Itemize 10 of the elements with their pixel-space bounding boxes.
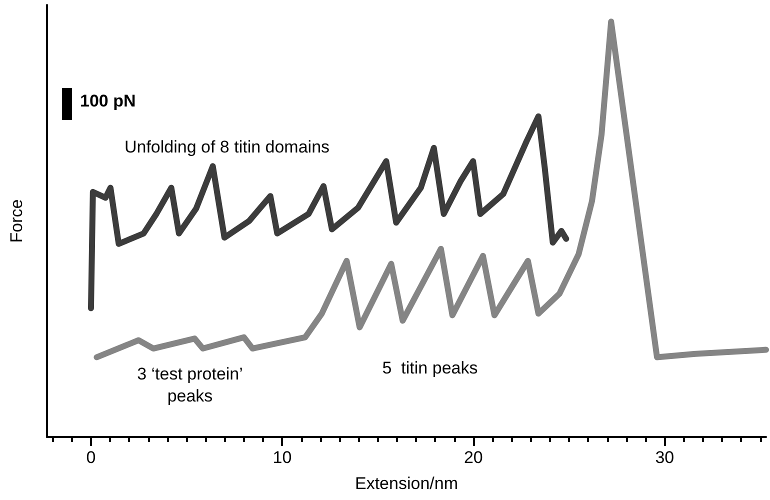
annotation: 100 pN — [80, 92, 136, 110]
x-tick-label: 20 — [464, 448, 483, 467]
annotation: 5 titin peaks — [382, 358, 478, 378]
x-tick-label: 10 — [272, 448, 292, 467]
x-tick-label: 30 — [655, 448, 674, 467]
annotation: 3 ‘test protein’ peaks — [137, 364, 243, 406]
y-axis-title: Force — [7, 199, 26, 243]
annotation: Unfolding of 8 titin domains — [124, 138, 330, 156]
x-axis-title: Extension/nm — [355, 474, 458, 493]
x-tick-label: 0 — [86, 448, 96, 467]
